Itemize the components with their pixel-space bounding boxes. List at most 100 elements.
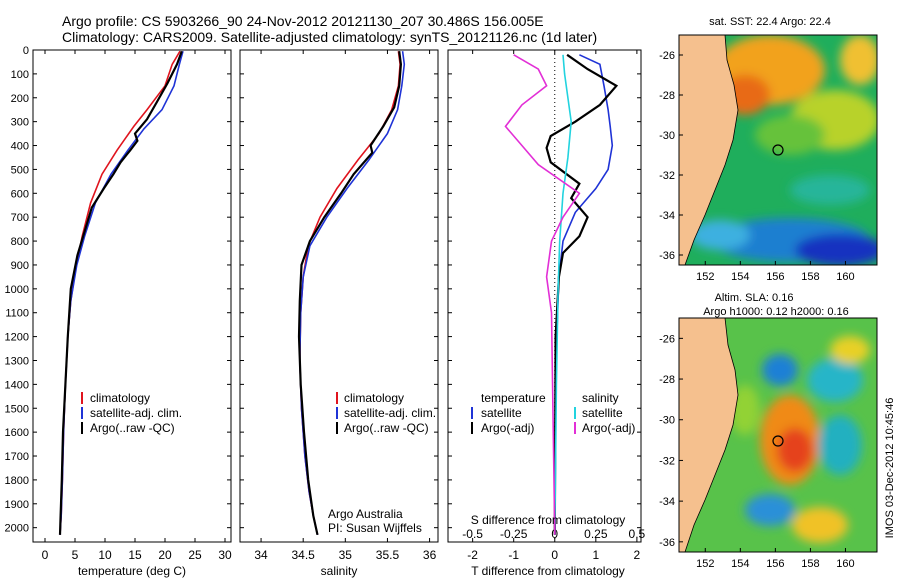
stick-label: 0.25: [584, 527, 608, 541]
map-xtick-label: 158: [801, 558, 819, 570]
ytick-label: 600: [11, 188, 29, 200]
legend-climatology-label: climatology: [344, 391, 404, 405]
ytick-label: 1400: [5, 379, 29, 391]
series-line-satellite-adj-clim-: [298, 51, 406, 535]
map-ytick-label: -30: [659, 130, 675, 142]
legend-argo-label: Argo(..raw -QC): [344, 421, 429, 435]
map-xtick-label: 156: [766, 271, 784, 283]
sst-map-ticks: 152 154 156 158 160 -26 -28 -30 -32 -34 -36: [659, 50, 855, 283]
xtick-label: 34.5: [292, 548, 316, 562]
legend-t-argo-label: Argo(-adj): [481, 421, 534, 435]
xtick-label: 0: [42, 548, 49, 562]
sst-map-title: sat. SST: 22.4 Argo: 22.4: [709, 16, 831, 28]
map-xtick-label: 152: [696, 558, 714, 570]
argo-location-marker: [772, 144, 784, 156]
map-xtick-label: 154: [731, 558, 749, 570]
xtick-label: 35: [339, 548, 353, 562]
legend-s-satellite-label: satellite: [582, 406, 623, 420]
xtick-label: 2: [634, 548, 641, 562]
map-ytick-label: -32: [659, 170, 675, 182]
map-ytick-label: -26: [659, 333, 675, 345]
stick-label: -0.5: [462, 527, 483, 541]
legend-temperature-title: temperature: [481, 391, 546, 405]
xtick-label: 20: [158, 548, 172, 562]
ytick-label: 1000: [5, 284, 29, 296]
salinity-xlabel: salinity: [321, 564, 358, 578]
map-ytick-label: -36: [659, 537, 675, 549]
series-line-s-satellite: [554, 54, 573, 535]
sst-map-image: [679, 35, 877, 265]
ytick-label: 800: [11, 236, 29, 248]
series-line-argo-raw-qc-: [297, 51, 403, 536]
ytick-label: 1300: [5, 355, 29, 367]
legend-s-argo-label: Argo(-adj): [582, 421, 635, 435]
stick-label: -0.25: [500, 527, 528, 541]
ytick-label: 1900: [5, 499, 29, 511]
map-xtick-label: 152: [696, 271, 714, 283]
xtick-label: 25: [188, 548, 202, 562]
annotation-line1: Argo Australia: [328, 507, 403, 521]
xtick-label: 30: [218, 548, 232, 562]
map-ytick-label: -34: [659, 496, 675, 508]
xtick-label: 35.5: [376, 548, 400, 562]
xtick-label: -1: [508, 548, 519, 562]
ytick-label: 1800: [5, 475, 29, 487]
ytick-label: 1700: [5, 451, 29, 463]
ticks-layer: 0100200300400500600700800900100011001200…: [5, 45, 646, 562]
series-line-t-argo-adj-: [545, 53, 619, 535]
salinity-legend: climatology satellite-adj. clim. Argo(..…: [336, 391, 436, 435]
temperature-xlabel: temperature (deg C): [78, 564, 186, 578]
xtick-label: 1: [592, 548, 599, 562]
ytick-label: 900: [11, 260, 29, 272]
difference-legend: temperature satellite Argo(-adj) salinit…: [471, 391, 635, 435]
xtick-label: -2: [467, 548, 478, 562]
ytick-label: 2000: [5, 523, 29, 535]
series-line-t-satellite: [554, 54, 614, 535]
timestamp-watermark: IMOS 03-Dec-2012 10:45:46: [884, 398, 896, 539]
series-line-climatology: [59, 50, 181, 535]
map-xtick-label: 160: [836, 271, 854, 283]
xtick-label: 36: [423, 548, 437, 562]
map-ytick-label: -32: [659, 455, 675, 467]
map-xtick-label: 158: [801, 271, 819, 283]
xtick-label: 15: [128, 548, 142, 562]
legend-argo-label: Argo(..raw -QC): [90, 421, 175, 435]
ytick-label: 100: [11, 69, 29, 81]
sla-map-ticks: 152 154 156 158 160 -26 -28 -30 -32 -34 -36: [659, 333, 855, 570]
map-ytick-label: -26: [659, 50, 675, 62]
map-ytick-label: -34: [659, 210, 675, 222]
series-line-argo-raw-qc-: [58, 50, 183, 535]
ytick-label: 1600: [5, 427, 29, 439]
map-ytick-label: -30: [659, 415, 675, 427]
legend-salinity-title: salinity: [582, 391, 619, 405]
difference-axes-box: [447, 49, 642, 543]
xtick-label: 34: [254, 548, 268, 562]
xtick-label: 10: [98, 548, 112, 562]
ytick-label: 1100: [5, 308, 29, 320]
map-ytick-label: -36: [659, 250, 675, 262]
ytick-label: 1500: [5, 403, 29, 415]
legend-satellite-label: satellite-adj. clim.: [344, 406, 436, 420]
argo-location-marker: [772, 435, 784, 447]
ytick-label: 500: [11, 164, 29, 176]
map-xtick-label: 160: [836, 558, 854, 570]
sst-map-frame: [678, 34, 878, 266]
temperature-axes-box: [32, 49, 232, 543]
header-line1: Argo profile: CS 5903266_90 24-Nov-2012 …: [62, 13, 544, 29]
ytick-label: 400: [11, 141, 29, 153]
ytick-label: 0: [23, 45, 29, 57]
sla-map-subtitle: Argo h1000: 0.12 h2000: 0.16: [703, 306, 849, 318]
header-line2: Climatology: CARS2009. Satellite-adjuste…: [62, 29, 597, 45]
map-xtick-label: 154: [731, 271, 749, 283]
difference-xlabel: T difference from climatology: [471, 564, 625, 578]
map-ytick-label: -28: [659, 90, 675, 102]
xtick-label: 0: [551, 548, 558, 562]
map-ytick-label: -28: [659, 374, 675, 386]
series-layer: [58, 50, 619, 536]
sla-map-image: [679, 318, 877, 552]
temperature-legend: climatology satellite-adj. clim. Argo(..…: [81, 391, 182, 435]
ytick-label: 300: [11, 117, 29, 129]
series-line-satellite-adj-clim-: [59, 50, 184, 535]
salinity-axes-box: [239, 49, 439, 543]
